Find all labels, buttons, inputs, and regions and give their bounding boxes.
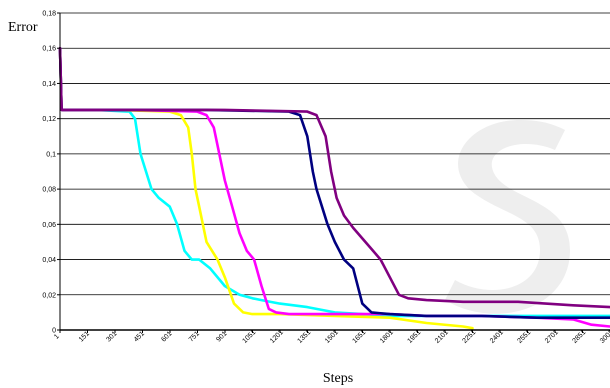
y-tick-label: 0,06 — [42, 222, 56, 229]
x-tick-label: 901 — [215, 330, 228, 343]
y-tick-label: 0,04 — [42, 257, 56, 264]
x-tick-label: 2551 — [516, 329, 532, 345]
x-tick-label: 2101 — [434, 329, 450, 345]
x-tick-label: 451 — [133, 330, 146, 343]
series-line-1 — [58, 46, 610, 318]
x-tick-label: 2851 — [571, 329, 587, 345]
y-tick-label: 0,1 — [46, 151, 56, 158]
y-axis-title: Error — [8, 20, 38, 35]
x-tick-label: 1651 — [351, 329, 367, 345]
y-tick-label: 0,18 — [42, 11, 56, 18]
series-line-4 — [58, 46, 610, 319]
x-tick-label: 751 — [188, 330, 201, 343]
gridlines — [60, 12, 610, 296]
y-tick-label: 0,16 — [42, 46, 56, 53]
x-axis-title: Steps — [323, 371, 353, 386]
x-tick-label: 601 — [160, 330, 173, 343]
y-tick-label: 0,02 — [42, 292, 56, 299]
x-tick-labels: 1 151 301 451 601 751 901 1051 1201 1351 1501 1651 1… — [53, 329, 610, 345]
y-tick-label: 0,12 — [42, 116, 56, 123]
y-tick-label: 0,14 — [42, 81, 56, 88]
series-line-2 — [58, 46, 474, 330]
x-tick-label: 2701 — [544, 329, 560, 345]
x-tick-label: 1 — [53, 333, 61, 341]
series-line-5 — [58, 46, 610, 309]
x-tick-label: 1351 — [296, 329, 312, 345]
x-tick-label: 151 — [78, 330, 91, 343]
x-tick-label: 1801 — [379, 329, 395, 345]
x-tick-label: 1051 — [241, 329, 257, 345]
x-tick-label: 2401 — [489, 329, 505, 345]
y-tick-label: 0 — [52, 328, 56, 335]
x-tick-label: 301 — [105, 330, 118, 343]
axes — [57, 12, 610, 333]
x-tick-label: 1501 — [324, 329, 340, 345]
x-tick-label: 2251 — [461, 329, 477, 345]
series-lines — [58, 46, 610, 330]
y-tick-label: 0,08 — [42, 187, 56, 194]
x-tick-label: 1201 — [269, 329, 285, 345]
x-tick-label: 3001 — [599, 329, 610, 345]
x-tick-label: 1951 — [406, 329, 422, 345]
watermark-logo — [445, 120, 570, 314]
y-tick-labels: 0 0,02 0,04 0,06 0,08 0,1 0,12 0,14 0,16 0,18 — [42, 11, 56, 335]
